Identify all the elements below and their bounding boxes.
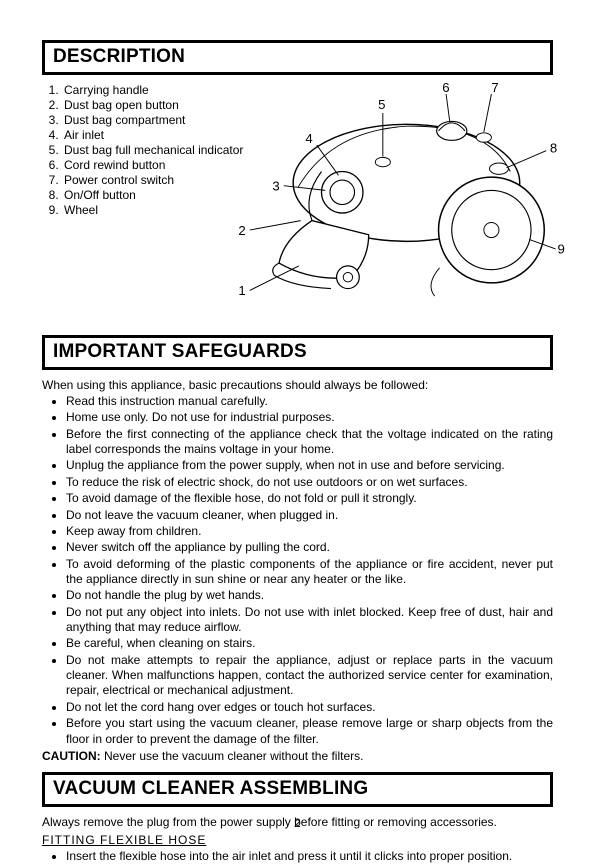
- diagram-label: 9: [557, 242, 564, 257]
- safeguard-item: Do not let the cord hang over edges or t…: [66, 700, 553, 715]
- caution-line: CAUTION: Never use the vacuum cleaner wi…: [42, 749, 553, 764]
- caution-text: Never use the vacuum cleaner without the…: [101, 749, 364, 763]
- safeguard-item: Unplug the appliance from the power supp…: [66, 458, 553, 473]
- safeguard-item: Do not handle the plug by wet hands.: [66, 588, 553, 603]
- safeguard-item: To avoid damage of the flexible hose, do…: [66, 491, 553, 506]
- safeguards-intro: When using this appliance, basic precaut…: [42, 378, 553, 392]
- diagram-label: 8: [550, 141, 557, 156]
- safeguard-item: Keep away from children.: [66, 524, 553, 539]
- assembling-subtitle: FITTING FLEXIBLE HOSE: [42, 833, 553, 847]
- diagram-label: 7: [491, 80, 498, 95]
- diagram-label: 1: [238, 283, 245, 298]
- diagram-label: 3: [272, 178, 279, 193]
- fitting-item: Insert the flexible hose into the air in…: [66, 849, 553, 864]
- diagram-label: 5: [378, 97, 385, 112]
- safeguard-item: Never switch off the appliance by pullin…: [66, 540, 553, 555]
- safeguard-item: To avoid deforming of the plastic compon…: [66, 557, 553, 588]
- safeguard-item: Be careful, when cleaning on stairs.: [66, 636, 553, 651]
- page: DESCRIPTION Carrying handle Dust bag ope…: [0, 0, 595, 842]
- safeguard-item: Home use only. Do not use for industrial…: [66, 410, 553, 425]
- safeguards-list: Read this instruction manual carefully. …: [42, 394, 553, 747]
- diagram-label: 4: [305, 131, 312, 146]
- caution-label: CAUTION:: [42, 749, 101, 763]
- section-header-description: DESCRIPTION: [42, 40, 553, 75]
- diagram-label: 2: [238, 223, 245, 238]
- safeguard-item: Do not put any object into inlets. Do no…: [66, 605, 553, 636]
- safeguard-item: Read this instruction manual carefully.: [66, 394, 553, 409]
- safeguard-item: Do not leave the vacuum cleaner, when pl…: [66, 508, 553, 523]
- safeguard-item: Before the first connecting of the appli…: [66, 427, 553, 458]
- safeguard-item: Before you start using the vacuum cleane…: [66, 716, 553, 747]
- safeguard-item: Do not make attempts to repair the appli…: [66, 653, 553, 699]
- section-header-safeguards: IMPORTANT SAFEGUARDS: [42, 335, 553, 370]
- description-block: Carrying handle Dust bag open button Dus…: [42, 83, 553, 323]
- section-header-assembling: VACUUM CLEANER ASSEMBLING: [42, 772, 553, 807]
- diagram-label: 6: [442, 80, 449, 95]
- fitting-list: Insert the flexible hose into the air in…: [42, 849, 553, 864]
- page-number: 2: [0, 816, 595, 830]
- vacuum-diagram: 1 2 3 4 5 6 7 8 9: [227, 79, 567, 320]
- safeguard-item: To reduce the risk of electric shock, do…: [66, 475, 553, 490]
